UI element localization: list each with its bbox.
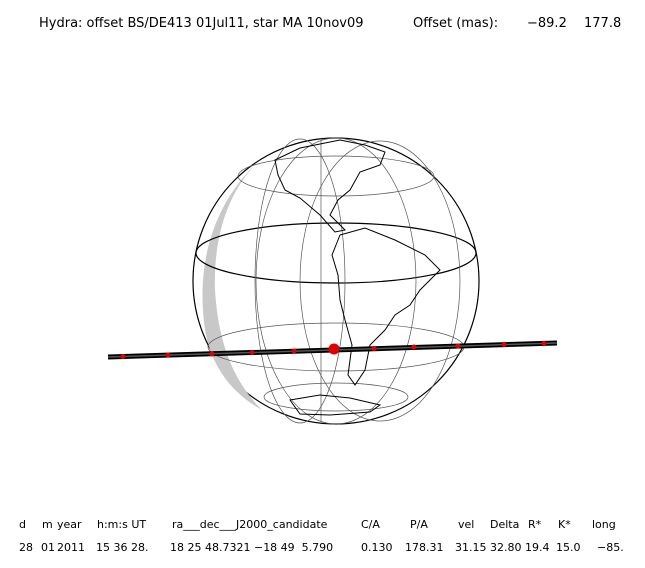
globe xyxy=(192,137,480,425)
value-row: 28 01 2011 15 36 28. 18 25 48.7321 −18 4… xyxy=(19,541,624,554)
column-header: Delta xyxy=(490,518,519,531)
column-header: vel xyxy=(458,518,474,531)
title: Hydra: offset BS/DE413 01Jul11, star MA … xyxy=(39,16,364,31)
cell: −85. xyxy=(597,541,624,554)
offset-value: 177.8 xyxy=(584,16,621,31)
cell: 15 36 28. xyxy=(96,541,148,554)
cell: 19.4 xyxy=(525,541,550,554)
cell: 31.15 xyxy=(455,541,487,554)
cell: 2011 xyxy=(57,541,85,554)
column-header: P/A xyxy=(410,518,428,531)
cell: 15.0 xyxy=(556,541,581,554)
column-header: long xyxy=(592,518,616,531)
column-header: d xyxy=(19,518,26,531)
column-header: h:m:s UT xyxy=(97,518,146,531)
cell: 32.80 xyxy=(490,541,522,554)
column-header: K* xyxy=(558,518,571,531)
offset-value: −89.2 xyxy=(527,16,567,31)
column-header: m xyxy=(42,518,53,531)
cell: 18 25 48.7321 −18 49 5.790 xyxy=(170,541,333,554)
column-header: ra___dec___J2000_candidate xyxy=(172,518,328,531)
shadow-path xyxy=(107,340,558,360)
cell: 01 xyxy=(41,541,55,554)
column-header: R* xyxy=(528,518,542,531)
offset-label: Offset (mas): xyxy=(413,16,498,31)
cell: 28 xyxy=(19,541,33,554)
column-header: C/A xyxy=(361,518,380,531)
column-header: year xyxy=(57,518,82,531)
cell: 178.31 xyxy=(405,541,444,554)
cell: 0.130 xyxy=(361,541,393,554)
header-row: d m year h:m:s UT ra___dec___J2000_candi… xyxy=(19,518,616,531)
